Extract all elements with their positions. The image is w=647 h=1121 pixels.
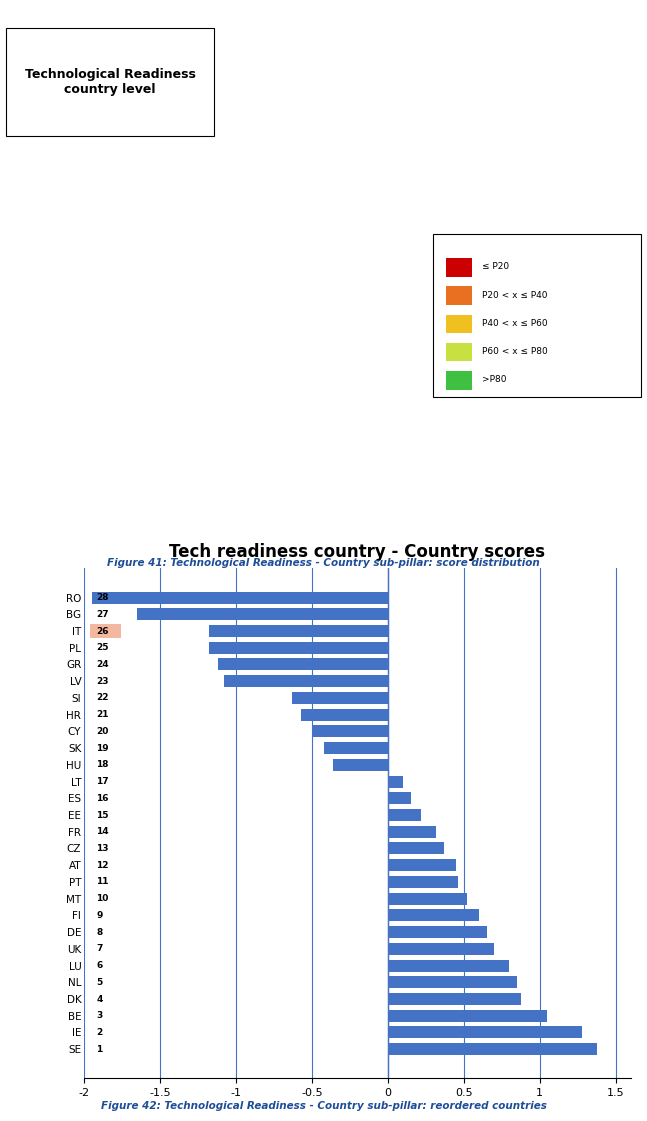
Text: Technological Readiness
country level: Technological Readiness country level	[25, 68, 195, 96]
Bar	[388, 909, 479, 921]
Bar	[388, 1027, 582, 1038]
Bar	[388, 826, 437, 837]
Bar	[312, 725, 388, 738]
Text: 2: 2	[96, 1028, 102, 1037]
FancyBboxPatch shape	[446, 315, 472, 333]
Bar	[388, 793, 411, 804]
Bar	[388, 976, 517, 989]
Text: 14: 14	[96, 827, 109, 836]
Text: Figure 41: Technological Readiness - Country sub-pillar: score distribution: Figure 41: Technological Readiness - Cou…	[107, 558, 540, 568]
Title: Tech readiness country - Country scores: Tech readiness country - Country scores	[170, 544, 545, 562]
Bar	[324, 742, 388, 754]
Bar	[388, 892, 466, 905]
Text: 23: 23	[96, 677, 109, 686]
Text: 7: 7	[96, 944, 103, 953]
Text: 16: 16	[96, 794, 109, 803]
Bar	[90, 624, 120, 638]
Bar	[388, 776, 403, 788]
Bar	[388, 859, 456, 871]
Text: 5: 5	[96, 978, 102, 986]
Text: >P80: >P80	[482, 376, 507, 385]
Text: 6: 6	[96, 961, 102, 970]
Text: 21: 21	[96, 710, 109, 720]
Text: 17: 17	[96, 777, 109, 786]
Bar	[388, 876, 457, 888]
Bar	[388, 943, 494, 955]
FancyBboxPatch shape	[446, 258, 472, 277]
Text: 28: 28	[96, 593, 109, 602]
Text: 15: 15	[96, 810, 109, 819]
Bar	[218, 658, 388, 670]
Bar	[224, 675, 388, 687]
Text: 20: 20	[96, 726, 109, 735]
Bar	[208, 641, 388, 654]
Text: Figure 42: Technological Readiness - Country sub-pillar: reordered countries: Figure 42: Technological Readiness - Cou…	[100, 1101, 547, 1111]
Bar	[388, 993, 521, 1006]
Text: 4: 4	[96, 994, 103, 1003]
Text: 9: 9	[96, 911, 103, 920]
Bar	[333, 759, 388, 771]
Bar	[388, 1010, 547, 1021]
Text: 25: 25	[96, 643, 109, 652]
Text: ≤ P20: ≤ P20	[482, 262, 509, 271]
Text: 18: 18	[96, 760, 109, 769]
Bar	[388, 843, 444, 854]
Text: P20 < x ≤ P40: P20 < x ≤ P40	[482, 290, 547, 299]
Text: 11: 11	[96, 878, 109, 887]
Text: 24: 24	[96, 660, 109, 669]
Text: 26: 26	[96, 627, 109, 636]
Bar	[388, 809, 421, 821]
Text: 13: 13	[96, 844, 109, 853]
Bar	[388, 1044, 597, 1055]
Text: 12: 12	[96, 861, 109, 870]
Text: 3: 3	[96, 1011, 102, 1020]
Text: P60 < x ≤ P80: P60 < x ≤ P80	[482, 348, 548, 356]
Bar	[137, 609, 388, 620]
FancyBboxPatch shape	[446, 371, 472, 390]
Bar	[208, 626, 388, 637]
Text: P40 < x ≤ P60: P40 < x ≤ P60	[482, 318, 547, 327]
FancyBboxPatch shape	[6, 28, 214, 137]
Text: 8: 8	[96, 927, 102, 937]
Bar	[292, 692, 388, 704]
Bar	[388, 960, 509, 972]
FancyBboxPatch shape	[433, 234, 641, 397]
FancyBboxPatch shape	[446, 343, 472, 361]
Text: 1: 1	[96, 1045, 102, 1054]
Text: 10: 10	[96, 895, 109, 904]
Bar	[388, 926, 487, 938]
Text: 27: 27	[96, 610, 109, 619]
Bar	[92, 592, 388, 603]
FancyBboxPatch shape	[446, 286, 472, 305]
Bar	[302, 708, 388, 721]
Text: 19: 19	[96, 743, 109, 752]
Text: 22: 22	[96, 694, 109, 703]
